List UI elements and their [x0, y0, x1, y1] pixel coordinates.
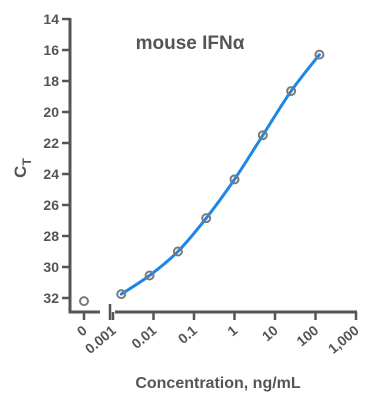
y-tick-label: 26 — [43, 197, 59, 213]
data-point — [144, 270, 155, 281]
chart-title: mouse IFNα — [136, 33, 245, 54]
data-points — [79, 49, 325, 307]
x-tick-label: 0 — [74, 322, 90, 339]
data-point — [286, 86, 297, 97]
y-axis-title-main: C — [11, 166, 30, 178]
y-axis-title-subscript: T — [20, 158, 34, 166]
y-tick-label: 22 — [43, 135, 59, 151]
data-point — [116, 289, 127, 300]
y-tick-label: 18 — [43, 73, 59, 89]
x-tick-label: 0.1 — [175, 322, 200, 347]
x-axis-ticks: 00.001 0.01 0.1 1 10 100 1,000 — [74, 312, 362, 357]
x-tick-label: 1,000 — [325, 322, 362, 357]
x-tick-label: 100 — [293, 322, 321, 349]
x-tick-label: 0.001 — [82, 322, 119, 357]
data-point — [229, 174, 240, 185]
y-axis-title: CT — [11, 158, 34, 178]
y-tick-label: 14 — [43, 11, 59, 27]
svg-text:CT: CT — [11, 158, 34, 178]
x-axis-title: Concentration, ng/mL — [135, 375, 301, 392]
data-point — [172, 246, 183, 257]
y-tick-label: 30 — [43, 259, 59, 275]
x-tick-label: 1 — [224, 322, 240, 339]
x-tick-label: 0.01 — [128, 322, 159, 352]
y-tick-label: 32 — [43, 290, 59, 306]
data-point — [79, 296, 89, 307]
y-tick-label: 20 — [43, 104, 59, 120]
data-point — [257, 130, 268, 141]
x-tick-label: 10 — [259, 322, 281, 344]
y-tick-label: 16 — [43, 42, 59, 58]
fit-curve — [119, 53, 321, 296]
y-axis-ticks: 14 16 18 20 22 24 26 28 30 32 — [43, 11, 70, 306]
y-tick-label: 24 — [43, 166, 59, 182]
data-point — [201, 213, 212, 224]
data-point — [314, 49, 325, 60]
y-tick-label: 28 — [43, 228, 59, 244]
